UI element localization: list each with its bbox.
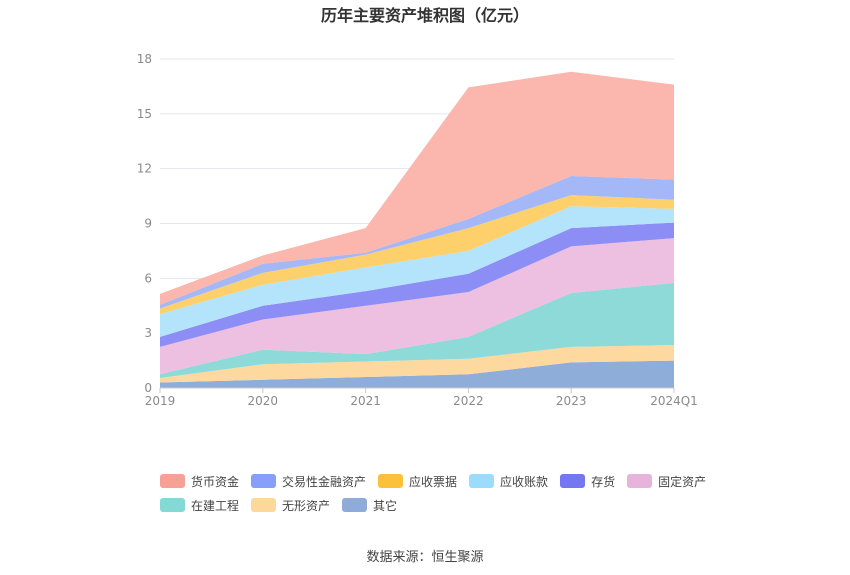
x-tick-label: 2024Q1 <box>650 394 698 408</box>
legend-swatch <box>378 474 404 488</box>
legend-item-other[interactable]: 其它 <box>342 496 397 514</box>
legend-label: 交易性金融资产 <box>282 474 367 489</box>
x-tick-label: 2020 <box>248 394 279 408</box>
legend-label: 其它 <box>373 498 398 513</box>
legend-swatch <box>560 474 586 488</box>
legend-swatch <box>251 474 277 488</box>
x-tick-label: 2023 <box>556 394 587 408</box>
legend-swatch <box>251 498 277 512</box>
chart-legend: 货币资金 交易性金融资产 应收票据 应收账款 存货 固定资产 在建工程 <box>160 472 760 520</box>
legend-label: 应收票据 <box>409 474 458 489</box>
legend-label: 应收账款 <box>500 474 549 489</box>
legend-row-1: 货币资金 交易性金融资产 应收票据 应收账款 存货 固定资产 <box>160 472 760 490</box>
y-tick-label: 6 <box>144 271 152 285</box>
legend-item-accounts-receivable[interactable]: 应收账款 <box>469 472 548 490</box>
legend-item-construction-in-progress[interactable]: 在建工程 <box>160 496 239 514</box>
y-tick-label: 18 <box>137 52 152 66</box>
y-tick-label: 15 <box>137 107 152 121</box>
y-tick-label: 9 <box>144 217 152 231</box>
legend-item-notes-receivable[interactable]: 应收票据 <box>378 472 457 490</box>
area-series-4[interactable] <box>160 222 674 347</box>
legend-item-fixed-assets[interactable]: 固定资产 <box>627 472 706 490</box>
legend-swatch <box>469 474 495 488</box>
data-source-note: 数据来源：恒生聚源 <box>366 550 484 565</box>
legend-item-trading-financial-assets[interactable]: 交易性金融资产 <box>251 472 366 490</box>
legend-label: 固定资产 <box>658 474 707 489</box>
area-series-5[interactable] <box>160 206 674 337</box>
legend-swatch <box>627 474 653 488</box>
x-tick-label: 2019 <box>145 394 176 408</box>
area-series-2[interactable] <box>160 282 674 378</box>
legend-label: 在建工程 <box>191 498 240 513</box>
y-tick-label: 12 <box>137 162 152 176</box>
legend-swatch <box>160 474 185 488</box>
legend-label: 存货 <box>591 474 616 489</box>
x-tick-label: 2022 <box>453 394 484 408</box>
area-series-0[interactable] <box>160 360 674 388</box>
legend-item-intangible-assets[interactable]: 无形资产 <box>251 496 330 514</box>
area-series-1[interactable] <box>160 345 674 383</box>
area-series-3[interactable] <box>160 238 674 375</box>
legend-label: 无形资产 <box>282 498 331 513</box>
legend-label: 货币资金 <box>191 474 240 489</box>
y-tick-label: 3 <box>144 326 152 340</box>
x-tick-label: 2021 <box>350 394 381 408</box>
legend-row-2: 在建工程 无形资产 其它 <box>160 496 760 514</box>
legend-swatch <box>160 498 185 512</box>
legend-item-inventory[interactable]: 存货 <box>560 472 615 490</box>
y-tick-label: 0 <box>144 381 152 395</box>
area-series-7[interactable] <box>160 175 674 309</box>
legend-swatch <box>342 498 368 512</box>
chart-title: 历年主要资产堆积图（亿元） <box>320 6 529 25</box>
area-series-8[interactable] <box>160 71 674 305</box>
legend-item-cash[interactable]: 货币资金 <box>160 472 239 490</box>
area-series-6[interactable] <box>160 195 674 314</box>
